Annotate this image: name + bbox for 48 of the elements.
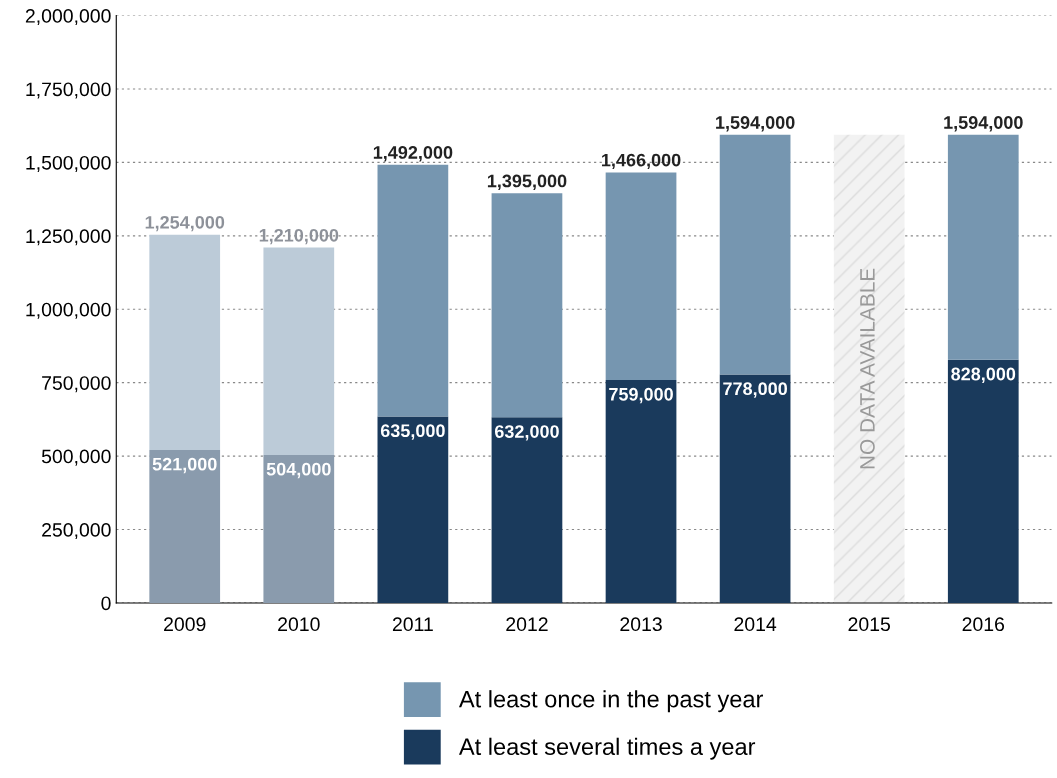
legend-label: At least several times a year	[458, 737, 756, 760]
bar	[605, 172, 677, 381]
total-label: 1,395,000	[487, 174, 567, 190]
y-tick-label: 1,250,000	[26, 229, 111, 246]
bar	[947, 359, 1019, 603]
data-label: 504,000	[266, 462, 331, 479]
y-tick-label: 1,000,000	[26, 302, 111, 319]
x-tick-label: 2010	[278, 617, 320, 632]
data-label: 778,000	[723, 382, 788, 398]
data-label: 828,000	[951, 367, 1016, 383]
bar	[377, 416, 449, 603]
bar	[263, 247, 335, 455]
bar	[377, 164, 449, 417]
total-label: 1,466,000	[602, 153, 681, 170]
total-label: 1,254,000	[145, 215, 225, 232]
bar	[605, 380, 677, 603]
bar	[719, 134, 791, 375]
total-label: 1,594,000	[716, 116, 795, 132]
total-label: 1,492,000	[373, 146, 453, 162]
y-tick-label: 2,000,000	[25, 9, 111, 26]
bar	[263, 454, 335, 603]
data-label: 759,000	[609, 387, 673, 404]
y-tick-label: 1,500,000	[26, 155, 111, 172]
y-tick-label: 250,000	[42, 522, 111, 540]
bar	[947, 134, 1019, 360]
total-label: 1,594,000	[944, 116, 1023, 132]
band-label: NO DATA AVAILABLE	[860, 268, 875, 469]
x-tick-label: 2011	[392, 617, 433, 632]
y-tick-label: 500,000	[41, 449, 111, 466]
bar	[491, 193, 563, 418]
bar	[719, 374, 791, 603]
x-tick-label: 2014	[734, 617, 777, 632]
x-tick-label: 2012	[506, 617, 548, 632]
x-tick-label: 2009	[164, 617, 206, 632]
bar	[491, 417, 563, 603]
legend-label: At least once in the past year	[458, 690, 764, 713]
x-tick-label: 2013	[620, 617, 662, 632]
x-tick-label: 2015	[848, 617, 890, 632]
bar	[149, 234, 221, 450]
y-tick-label: 0	[101, 596, 111, 611]
data-label: 635,000	[380, 424, 445, 440]
y-tick-label: 750,000	[42, 376, 111, 393]
bar	[149, 449, 221, 603]
x-tick-label: 2016	[962, 617, 1005, 632]
data-label: 521,000	[152, 457, 217, 474]
total-label: 1,210,000	[259, 228, 339, 245]
data-label: 632,000	[494, 425, 559, 441]
y-tick-label: 1,750,000	[26, 82, 111, 99]
